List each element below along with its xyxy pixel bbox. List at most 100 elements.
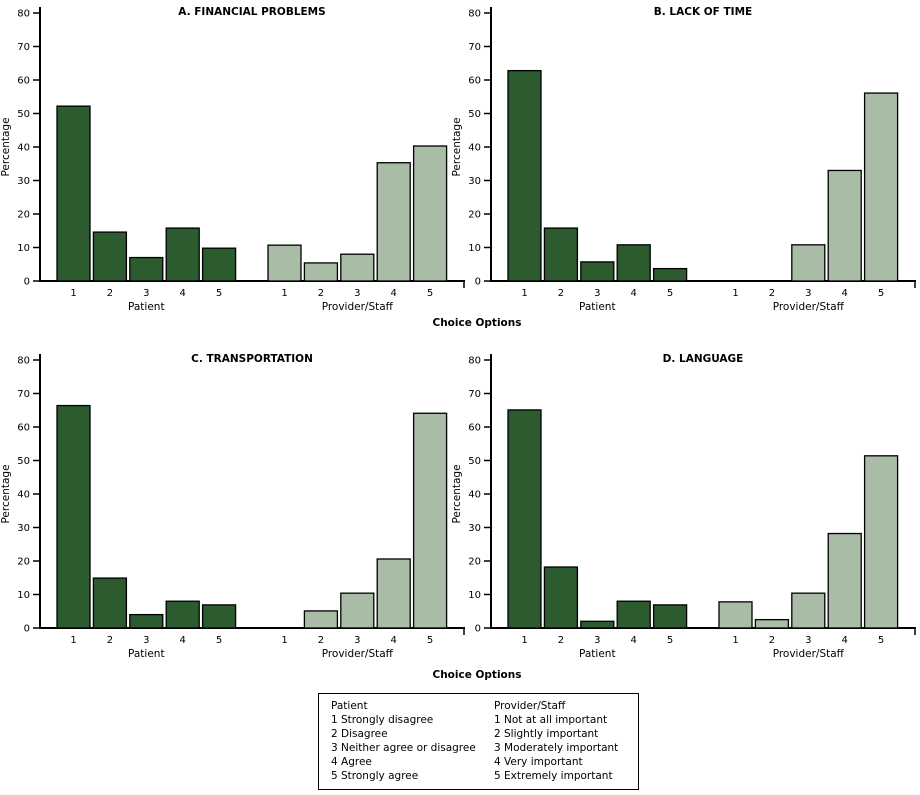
chart-title: B. LACK OF TIME bbox=[654, 6, 752, 18]
y-axis-label: Percentage bbox=[0, 117, 12, 176]
bar-A-provider-staff-5 bbox=[412, 145, 448, 282]
bar-A-provider-staff-2 bbox=[303, 262, 339, 282]
bar-D-patient-4 bbox=[616, 600, 651, 629]
x-tick-label: 3 bbox=[354, 288, 360, 299]
x-tick-label: 3 bbox=[594, 635, 600, 646]
y-tick-label: 0 bbox=[24, 624, 30, 635]
y-tick-label: 0 bbox=[475, 277, 481, 288]
bar-B-patient-3 bbox=[580, 261, 615, 282]
panel-lack-of-time: B. LACK OF TIME Percentage 0 10 20 30 40 50 60 70… bbox=[451, 0, 920, 316]
legend-provider-header: Provider/Staff bbox=[494, 700, 566, 712]
legend-item: 4 Very important bbox=[494, 756, 583, 768]
group-label-provider-staff: Provider/Staff bbox=[322, 648, 394, 660]
x-tick-label: 2 bbox=[558, 288, 564, 299]
x-tick-label: 5 bbox=[427, 635, 433, 646]
chart-svg-C: C. TRANSPORTATION Percentage 0 10 20 30 40 50 60… bbox=[0, 353, 465, 660]
y-tick-label: 80 bbox=[17, 356, 30, 367]
y-axis-label: Percentage bbox=[451, 464, 463, 523]
y-tick-label: 80 bbox=[468, 9, 481, 20]
group-label-provider-staff: Provider/Staff bbox=[773, 648, 845, 660]
y-tick-label: 60 bbox=[17, 423, 30, 434]
x-tick-label: 2 bbox=[558, 635, 564, 646]
legend-item: 5 Extremely important bbox=[494, 770, 613, 782]
y-tick-label: 60 bbox=[17, 76, 30, 87]
chart-title: C. TRANSPORTATION bbox=[191, 353, 313, 365]
x-tick-label: 1 bbox=[281, 288, 287, 299]
x-tick-label: 5 bbox=[878, 288, 884, 299]
y-tick-label: 50 bbox=[468, 456, 481, 467]
bar-D-provider-staff-4 bbox=[827, 532, 862, 629]
bar-A-provider-staff-4 bbox=[376, 162, 411, 282]
x-tick-label: 5 bbox=[667, 635, 673, 646]
y-tick-label: 20 bbox=[468, 210, 481, 221]
y-tick-label: 70 bbox=[17, 42, 30, 53]
y-tick-label: 50 bbox=[17, 456, 30, 467]
y-tick-label: 20 bbox=[17, 210, 30, 221]
y-tick-label: 50 bbox=[468, 109, 481, 120]
y-tick-label: 10 bbox=[17, 243, 30, 254]
group-label-patient: Patient bbox=[128, 301, 165, 313]
x-tick-label: 4 bbox=[391, 635, 397, 646]
y-tick-label: 20 bbox=[468, 557, 481, 568]
y-tick-label: 70 bbox=[468, 42, 481, 53]
x-tick-label: 1 bbox=[521, 288, 527, 299]
bar-B-patient-4 bbox=[616, 244, 651, 282]
x-tick-label: 3 bbox=[354, 635, 360, 646]
chart-svg-D: D. LANGUAGE Percentage 0 10 20 30 40 50 60 70 80 1 2… bbox=[451, 353, 916, 660]
x-axis-title-top: Choice Options bbox=[432, 317, 522, 329]
group-label-provider-staff: Provider/Staff bbox=[322, 301, 394, 313]
x-tick-label: 4 bbox=[391, 288, 397, 299]
y-tick-label: 30 bbox=[468, 523, 481, 534]
bar-C-provider-staff-5 bbox=[412, 412, 448, 629]
legend-item: 1 Strongly disagree bbox=[331, 714, 434, 726]
bar-D-patient-1 bbox=[507, 409, 542, 629]
y-tick-label: 10 bbox=[468, 243, 481, 254]
bar-C-provider-staff-3 bbox=[340, 592, 375, 629]
y-axis-label: Percentage bbox=[0, 464, 12, 523]
chart-title: A. FINANCIAL PROBLEMS bbox=[178, 6, 325, 18]
bar-A-patient-5 bbox=[201, 247, 237, 282]
x-tick-label: 5 bbox=[216, 288, 222, 299]
bar-D-patient-3 bbox=[580, 620, 615, 629]
panel-financial-problems: A. FINANCIAL PROBLEMS Percentage 0 10 20 30 40… bbox=[0, 0, 469, 316]
y-axis-label: Percentage bbox=[451, 117, 463, 176]
y-tick-label: 0 bbox=[475, 624, 481, 635]
group-label-patient: Patient bbox=[579, 648, 616, 660]
chart-svg-A: A. FINANCIAL PROBLEMS Percentage 0 10 20 30 40… bbox=[0, 6, 465, 313]
bar-C-patient-4 bbox=[165, 600, 200, 629]
y-tick-label: 60 bbox=[468, 423, 481, 434]
x-tick-label: 3 bbox=[143, 635, 149, 646]
x-tick-label: 4 bbox=[842, 288, 848, 299]
bar-D-patient-2 bbox=[543, 566, 579, 629]
x-tick-label: 2 bbox=[318, 635, 324, 646]
panel-transportation: C. TRANSPORTATION Percentage 0 10 20 30 40 50 60… bbox=[0, 347, 469, 663]
bar-C-patient-5 bbox=[201, 604, 237, 629]
bar-C-provider-staff-4 bbox=[376, 558, 411, 629]
x-axis-title-bottom: Choice Options bbox=[432, 669, 522, 681]
panel-language: D. LANGUAGE Percentage 0 10 20 30 40 50 60 70 80 1 2… bbox=[451, 347, 920, 663]
bar-B-provider-staff-5 bbox=[863, 92, 899, 282]
bar-C-patient-2 bbox=[92, 577, 128, 629]
y-tick-label: 70 bbox=[17, 389, 30, 400]
chart-title: D. LANGUAGE bbox=[663, 353, 744, 365]
legend-item: 4 Agree bbox=[331, 756, 372, 768]
y-tick-label: 40 bbox=[468, 143, 481, 154]
bar-C-patient-1 bbox=[56, 404, 91, 629]
y-tick-label: 30 bbox=[468, 176, 481, 187]
x-tick-label: 2 bbox=[318, 288, 324, 299]
x-tick-label: 4 bbox=[180, 635, 186, 646]
x-tick-label: 5 bbox=[878, 635, 884, 646]
x-tick-label: 2 bbox=[107, 288, 113, 299]
y-tick-label: 20 bbox=[17, 557, 30, 568]
bar-D-provider-staff-1 bbox=[718, 601, 753, 629]
x-tick-label: 2 bbox=[769, 635, 775, 646]
legend-box: Patient 1 Strongly disagree 2 Disagree 3… bbox=[318, 693, 639, 790]
y-tick-label: 80 bbox=[17, 9, 30, 20]
x-tick-label: 1 bbox=[70, 635, 76, 646]
x-tick-label: 5 bbox=[427, 288, 433, 299]
legend-patient-column: Patient 1 Strongly disagree 2 Disagree 3… bbox=[331, 699, 494, 789]
x-tick-label: 2 bbox=[769, 288, 775, 299]
bar-A-provider-staff-1 bbox=[267, 244, 302, 282]
bar-A-patient-2 bbox=[92, 231, 128, 282]
